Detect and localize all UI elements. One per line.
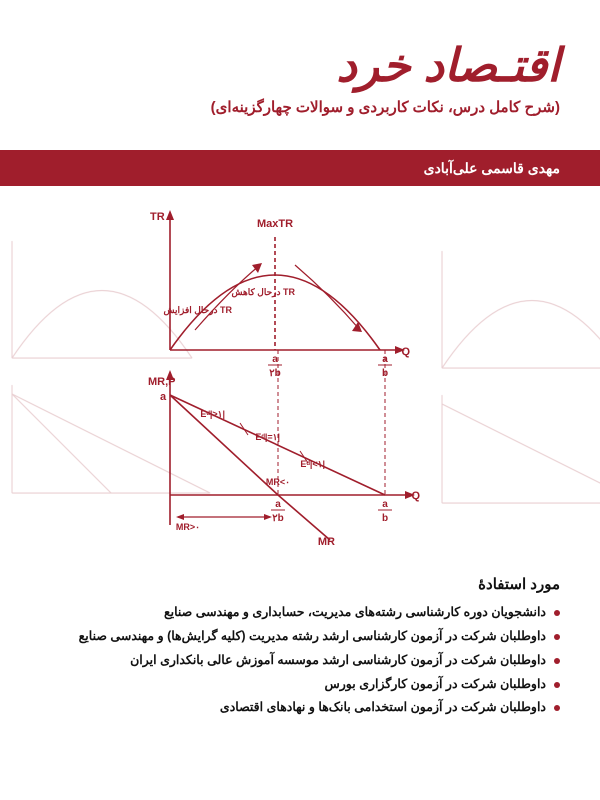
usage-item: داوطلبان شرکت در آزمون استخدامی بانک‌ها … (79, 696, 560, 720)
label-q-upper: Q (401, 346, 410, 358)
label-tr: TR (150, 211, 165, 223)
svg-text:a: a (382, 499, 388, 510)
usage-item: داوطلبان شرکت در آزمون کارگزاری بورس (79, 673, 560, 697)
book-subtitle: (شرح کامل درس، نکات کاربردی و سوالات چها… (211, 98, 560, 116)
label-tr-dec: TR درحال کاهش (232, 287, 296, 298)
label-mr: MR (318, 536, 335, 545)
label-ed-lt1: |Eᵈ|<۱ (300, 459, 325, 469)
svg-text:a: a (382, 354, 388, 365)
label-q-lower: Q (411, 490, 420, 502)
economics-diagram: TR MaxTR Q TR درحال افزایش TR درحال کاهش… (0, 195, 600, 545)
svg-text:a: a (275, 499, 281, 510)
svg-text:b: b (382, 368, 388, 379)
book-title: اقتـصاد خرد (211, 38, 560, 92)
usage-list: دانشجویان دوره کارشناسی رشته‌های مدیریت،… (79, 601, 560, 720)
usage-item: دانشجویان دوره کارشناسی رشته‌های مدیریت،… (79, 601, 560, 625)
usage-item: داوطلبان شرکت در آزمون کارشناسی ارشد رشت… (79, 625, 560, 649)
label-ed-gt1: |Eᵈ|>۱ (200, 409, 225, 419)
label-mr-gt0: MR>۰ (176, 522, 200, 532)
author-bar: مهدی قاسمی علی‌آبادی (0, 150, 600, 186)
author-name: مهدی قاسمی علی‌آبادی (424, 160, 560, 177)
label-mrp: MR,P (148, 376, 176, 388)
svg-text:۲b: ۲b (269, 368, 280, 379)
label-ed-eq1: |Eᵈ|=۱ (255, 432, 280, 442)
usage-item: داوطلبان شرکت در آزمون کارشناسی ارشد موس… (79, 649, 560, 673)
label-mr-lt0: MR<۰ (266, 477, 290, 487)
svg-text:۲b: ۲b (272, 513, 283, 524)
svg-text:b: b (382, 513, 388, 524)
label-a: a (160, 391, 167, 403)
usage-heading: مورد استفادهٔ (79, 575, 560, 593)
label-tr-inc: TR درحال افزایش (164, 305, 233, 316)
svg-text:a: a (272, 354, 278, 365)
label-maxtr: MaxTR (257, 218, 293, 230)
